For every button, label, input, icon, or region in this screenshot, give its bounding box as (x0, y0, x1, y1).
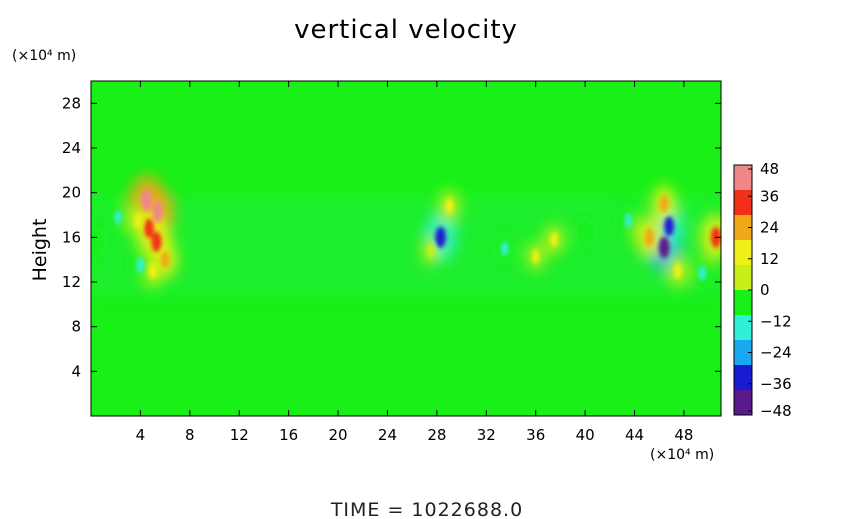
colorbar-tick-label: 48 (760, 160, 779, 178)
x-tick-label: 36 (526, 426, 545, 444)
heatmap-feature (658, 236, 670, 259)
colorbar-tick-label: −24 (760, 344, 792, 362)
x-unit-label: (×10⁴ m) (650, 447, 714, 463)
heatmap-feature (114, 210, 122, 225)
heatmap-feature (624, 213, 633, 229)
y-tick-label: 4 (71, 362, 81, 380)
plot-frame (90, 80, 722, 417)
y-axis-label: Height (29, 219, 51, 282)
heatmap-feature (136, 257, 145, 274)
heatmap-feature (151, 231, 162, 252)
y-tick-label: 28 (62, 94, 81, 112)
x-tick-label: 8 (185, 426, 195, 444)
heatmap-feature (134, 212, 142, 229)
heatmap-features-core (92, 189, 721, 281)
y-tick-label: 8 (71, 318, 81, 336)
heatmap-feature (501, 241, 509, 256)
heatmap-feature (644, 227, 655, 247)
y-tick-label: 16 (62, 228, 81, 246)
y-tick-label: 20 (62, 184, 81, 202)
heatmap-feature (152, 200, 164, 223)
heatmap-feature (427, 243, 435, 258)
heatmap-feature-halo (700, 214, 721, 261)
heatmap-feature (160, 251, 170, 269)
colorbar-tick-label: −36 (760, 375, 792, 393)
x-tick-label: 12 (230, 426, 249, 444)
heatmap-feature (664, 216, 675, 237)
heatmap-feature (550, 232, 558, 248)
heatmap-feature (435, 226, 446, 248)
heatmap-feature (445, 198, 454, 214)
x-tick-label: 28 (427, 426, 446, 444)
x-tick-label: 32 (477, 426, 496, 444)
colorbar-tick-label: 36 (760, 187, 779, 205)
colorbar-tick-label: 24 (760, 219, 779, 237)
heatmap-feature (659, 195, 669, 213)
heatmap-feature (673, 262, 682, 279)
y-unit-label: (×10⁴ m) (12, 48, 76, 64)
colorbar: 48 36 24 12 0 −12 −24 −36 −48 (733, 160, 792, 420)
heatmap-active-band (91, 196, 721, 296)
chart-title: vertical velocity (294, 15, 518, 45)
heatmap-feature (532, 249, 540, 264)
y-tick-label: 12 (62, 273, 81, 291)
time-label: TIME = 1022688.0 (330, 499, 523, 519)
x-tick-label: 16 (279, 426, 298, 444)
x-tick-label: 4 (136, 426, 146, 444)
x-tick-label: 24 (378, 426, 397, 444)
heatmap-feature (148, 262, 157, 279)
heatmap-feature (581, 224, 589, 239)
colorbar-tick-label: 0 (760, 281, 770, 299)
colorbar-ticks: 48 36 24 12 0 −12 −24 −36 −48 (748, 160, 792, 420)
y-axis: 4 8 12 16 20 24 28 (62, 94, 721, 380)
heatmap-feature (698, 265, 707, 281)
x-tick-label: 48 (674, 426, 693, 444)
heatmap-feature (92, 235, 100, 250)
heatmap-feature (144, 218, 154, 238)
x-tick-label: 20 (329, 426, 348, 444)
x-axis: 4 8 12 16 20 24 28 32 36 40 44 48 (136, 81, 693, 444)
colorbar-tick-label: 12 (760, 250, 779, 268)
x-tick-label: 44 (625, 426, 644, 444)
colorbar-tick-label: −12 (760, 312, 792, 330)
colorbar-tick-label: −48 (760, 402, 792, 420)
y-tick-label: 24 (62, 139, 81, 157)
heatmap-feature (140, 189, 153, 212)
x-tick-label: 40 (576, 426, 595, 444)
heatmap-field (91, 81, 721, 416)
